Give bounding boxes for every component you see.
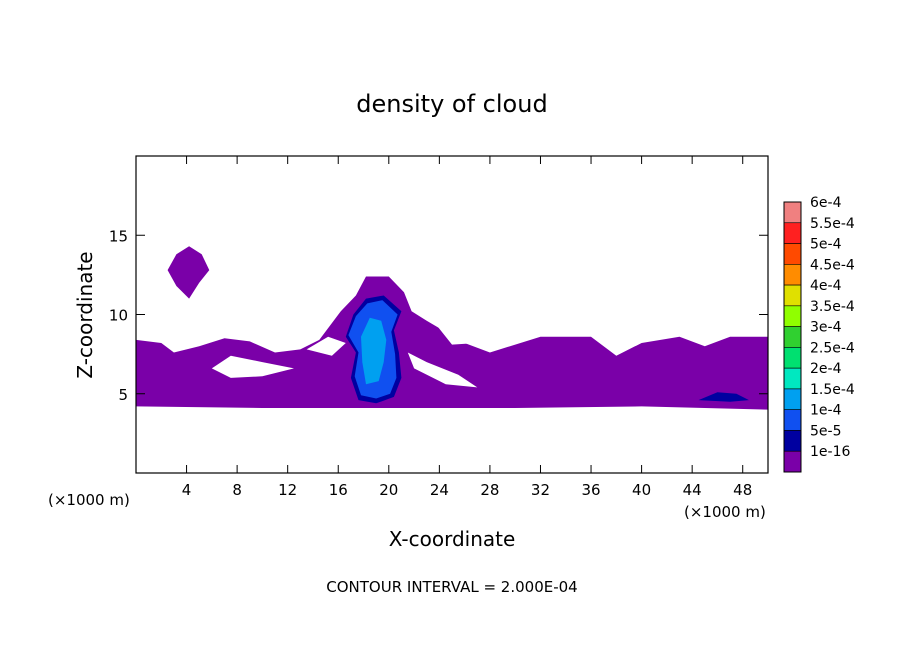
density-gaps [211,320,478,388]
colorbar-swatch-11 [783,430,802,452]
density-gap-3 [433,320,478,345]
x-axis-label: X-coordinate [389,527,516,551]
chart-title: density of cloud [356,90,547,118]
colorbar-label-2: 5e-4 [810,237,842,253]
x-tick-label-28: 28 [480,481,499,499]
x-tick-label-12: 12 [278,481,297,499]
density-gap-0 [211,355,294,378]
colorbar-swatch-3 [783,264,802,286]
colorbar-label-5: 3.5e-4 [810,299,855,315]
x-tick-label-20: 20 [379,481,398,499]
colorbar-label-0: 6e-4 [810,195,842,211]
colorbar-label-8: 2e-4 [810,361,842,377]
density-region-1 [167,246,210,299]
density-region-4 [361,317,387,385]
x-tick-label-16: 16 [329,481,348,499]
colorbar-label-7: 2.5e-4 [810,340,855,356]
x-unit-left: (×1000 m) [48,491,130,509]
colorbar-swatch-12 [783,450,802,473]
colorbar-frame [783,201,802,473]
colorbar-label-1: 5.5e-4 [810,216,855,232]
colorbar-swatch-7 [783,347,802,369]
y-tick-label-10: 10 [109,307,128,325]
colorbar-swatches [783,201,802,473]
x-tick-label-32: 32 [531,481,550,499]
x-tick-label-24: 24 [430,481,449,499]
density-gap-2 [407,352,478,388]
x-tick-label-8: 8 [232,481,242,499]
x-tick-label-48: 48 [733,481,752,499]
colorbar-swatch-6 [783,326,802,348]
y-axis-label: Z-coordinate [73,251,97,378]
x-tick-label-40: 40 [632,481,651,499]
colorbar-label-6: 3e-4 [810,320,842,336]
colorbar-swatch-1 [783,222,802,244]
colorbar-label-10: 1e-4 [810,403,842,419]
x-axis-ticks: 4 8 12 16 20 24 28 32 36 40 44 48 [182,156,752,499]
colorbar-swatch-5 [783,305,802,327]
x-tick-label-4: 4 [182,481,192,499]
colorbar-swatch-9 [783,388,802,410]
density-region-5 [698,392,749,402]
colorbar-swatch-8 [783,367,802,390]
y-axis-ticks: 5 10 15 [109,227,768,404]
x-unit-right: (×1000 m) [684,503,766,521]
colorbar-label-3: 4.5e-4 [810,257,855,273]
colorbar-swatch-10 [783,409,802,431]
x-tick-label-36: 36 [581,481,600,499]
plot-background [136,156,768,473]
density-gap-1 [306,336,346,356]
y-tick-label-15: 15 [109,227,128,245]
contour-interval-footer: CONTOUR INTERVAL = 2.000E-04 [326,578,577,596]
y-tick-label-5: 5 [118,386,128,404]
colorbar-swatch-0 [783,201,802,224]
colorbar-label-12: 1e-16 [810,444,850,460]
colorbar-label-9: 1.5e-4 [810,382,855,398]
x-tick-label-44: 44 [683,481,702,499]
colorbar: 6e-4 5.5e-4 5e-4 4.5e-4 4e-4 3.5e-4 3e-4 2.5e-4… [783,195,855,473]
colorbar-label-11: 5e-5 [810,423,841,439]
colorbar-labels: 6e-4 5.5e-4 5e-4 4.5e-4 4e-4 3.5e-4 3e-4 2.5e-4… [810,195,855,460]
colorbar-swatch-2 [783,243,802,265]
colorbar-label-4: 4e-4 [810,278,842,294]
colorbar-swatch-4 [783,284,802,307]
